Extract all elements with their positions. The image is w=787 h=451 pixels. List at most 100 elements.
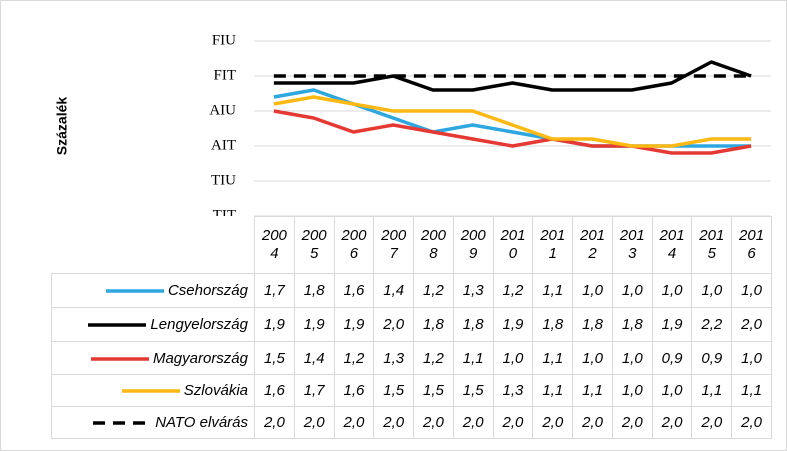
data-label: 1,3 <box>492 374 534 407</box>
data-label: 1,9 <box>492 307 534 342</box>
data-label: 2,0 <box>333 406 375 439</box>
data-label: 1,9 <box>651 307 693 342</box>
data-label: 1,1 <box>452 341 494 375</box>
data-label: 1,0 <box>611 374 653 407</box>
data-label: 0,9 <box>691 341 733 375</box>
data-label: 2,0 <box>452 406 494 439</box>
y-tick-label: TIT <box>213 207 236 216</box>
x-tick-label: 2008 <box>413 216 454 274</box>
data-row: Magyarország 1,5 1,4 1,2 1,3 1,2 1,1 1,0 1,1 1,0 1… <box>51 341 772 375</box>
data-label: 1,6 <box>333 374 375 407</box>
x-tick-label: 2004 <box>254 216 295 274</box>
x-tick-label: 2006 <box>333 216 375 274</box>
data-label: 2,2 <box>691 307 733 342</box>
legend-swatch <box>93 421 152 425</box>
data-label: 1,0 <box>572 273 613 308</box>
legend-swatch <box>90 356 149 361</box>
data-row: NATO elvárás 2,0 2,0 2,0 2,0 2,0 2,0 2,0 2,0 2,0 2… <box>51 406 772 439</box>
data-label: 1,0 <box>492 341 534 375</box>
data-label: 2,0 <box>413 406 454 439</box>
data-label: 1,2 <box>492 273 534 308</box>
data-label: 1,0 <box>731 273 772 308</box>
x-tick-label: 2005 <box>293 216 335 274</box>
data-label: 2,0 <box>651 406 693 439</box>
y-tick-label: AIT <box>211 137 236 153</box>
x-tick-label: 2014 <box>651 216 693 274</box>
plot: Százalék TIT TIU AIT AIU FIT FIU <box>54 32 771 216</box>
data-label: 1,4 <box>293 341 335 375</box>
legend-swatch <box>121 389 180 393</box>
legend-cell: Lengyelország <box>51 307 255 342</box>
legend-swatch <box>88 323 147 327</box>
data-label: 1,7 <box>293 374 335 407</box>
legend-label: Lengyelország <box>150 316 248 333</box>
legend-cell: Szlovákia <box>51 374 255 407</box>
x-tick-label: 2016 <box>731 216 772 274</box>
data-label: 1,1 <box>532 273 574 308</box>
data-label: 1,5 <box>254 341 295 375</box>
data-label: 1,5 <box>373 374 415 407</box>
data-label: 2,0 <box>254 406 295 439</box>
data-label: 2,0 <box>731 406 772 439</box>
series-line <box>273 95 752 148</box>
data-label: 2,0 <box>293 406 335 439</box>
data-label: 1,8 <box>293 273 335 308</box>
data-label: 1,0 <box>611 341 653 375</box>
y-tick-label: AIU <box>209 102 236 118</box>
data-label: 1,0 <box>572 341 613 375</box>
data-label: 1,8 <box>452 307 494 342</box>
data-label: 1,5 <box>413 374 454 407</box>
data-label: 1,6 <box>333 273 375 308</box>
data-label: 1,8 <box>611 307 653 342</box>
data-label: 1,2 <box>413 273 454 308</box>
data-label: 0,9 <box>651 341 693 375</box>
data-label: 1,2 <box>333 341 375 375</box>
data-label: 1,3 <box>452 273 494 308</box>
legend-label: Szlovákia <box>183 382 248 399</box>
data-row: Csehország 1,7 1,8 1,6 1,4 1,2 1,3 1,2 1,1 1,0 1,0… <box>51 273 772 308</box>
data-label: 1,8 <box>532 307 574 342</box>
data-label: 2,0 <box>731 307 772 342</box>
data-label: 1,7 <box>254 273 295 308</box>
legend-cell: Csehország <box>51 273 255 308</box>
data-label: 1,0 <box>731 341 772 375</box>
data-label: 2,0 <box>532 406 574 439</box>
series-line <box>273 60 752 92</box>
data-label: 1,4 <box>373 273 415 308</box>
data-label: 1,1 <box>532 341 574 375</box>
data-table: 2004 2005 2006 2007 2008 2009 2010 2011 2012 2013… <box>51 216 772 439</box>
data-row: Lengyelország 1,9 1,9 1,9 2,0 1,8 1,8 1,9 1,8 1,8… <box>51 307 772 342</box>
legend-cell: Magyarország <box>51 341 255 375</box>
x-tick-label: 2015 <box>691 216 733 274</box>
y-tick-label: FIT <box>214 67 237 83</box>
data-label: 1,0 <box>611 273 653 308</box>
series-line <box>273 109 752 155</box>
data-label: 1,9 <box>293 307 335 342</box>
legend-label: Magyarország <box>152 349 248 367</box>
data-label: 1,3 <box>373 341 415 375</box>
series-line <box>273 88 752 148</box>
data-label: 1,2 <box>413 341 454 375</box>
x-tick-label: 2012 <box>572 216 613 274</box>
data-row: Szlovákia 1,6 1,7 1,6 1,5 1,5 1,5 1,3 1,1 1,1 1,0 1… <box>51 374 772 407</box>
data-label: 1,6 <box>254 374 295 407</box>
legend-label: Csehország <box>167 282 248 299</box>
data-label: 1,8 <box>572 307 613 342</box>
data-label: 1,9 <box>254 307 295 342</box>
header-row: 2004 2005 2006 2007 2008 2009 2010 2011 2012 2013… <box>51 216 772 274</box>
data-label: 2,0 <box>572 406 613 439</box>
x-tick-label: 2009 <box>452 216 494 274</box>
data-label: 1,1 <box>572 374 613 407</box>
data-label: 1,5 <box>452 374 494 407</box>
data-label: 1,9 <box>333 307 375 342</box>
data-label: 1,1 <box>691 374 733 407</box>
data-label: 2,0 <box>492 406 534 439</box>
data-label: 1,0 <box>691 273 733 308</box>
legend-swatch <box>105 289 164 293</box>
data-label: 2,0 <box>373 307 415 342</box>
legend-label: NATO elvárás <box>155 414 248 431</box>
legend-cell: NATO elvárás <box>51 406 255 439</box>
data-label: 1,0 <box>651 374 693 407</box>
x-tick-label: 2010 <box>492 216 534 274</box>
